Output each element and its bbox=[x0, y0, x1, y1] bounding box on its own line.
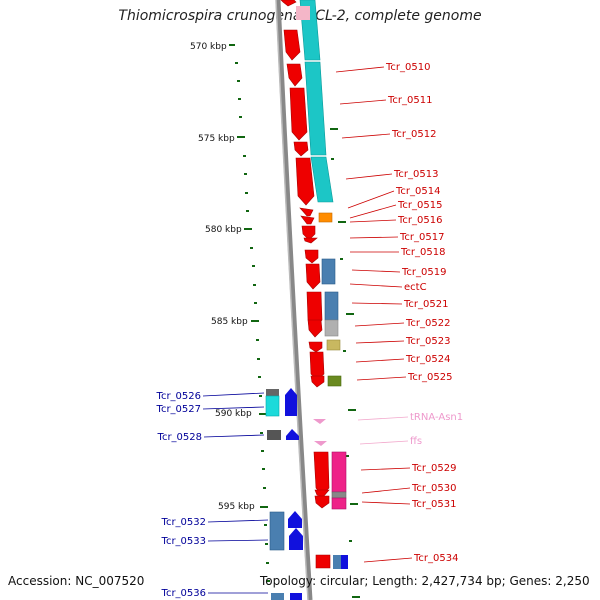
teal-genes bbox=[299, 0, 334, 203]
left-genes bbox=[265, 388, 303, 600]
gene-label[interactable]: Tcr_0521 bbox=[403, 299, 448, 310]
gene-label[interactable]: ectC bbox=[404, 282, 427, 293]
gene-tcr-0534b[interactable] bbox=[341, 555, 348, 569]
gene-label[interactable]: Tcr_0526 bbox=[156, 391, 201, 402]
gene-arrow[interactable] bbox=[315, 554, 331, 569]
gene-tcr-0533b[interactable] bbox=[289, 528, 303, 550]
gene-tcr-0525[interactable] bbox=[327, 375, 342, 387]
gene-label[interactable]: Tcr_0512 bbox=[391, 129, 436, 140]
gene-tcr-0530[interactable] bbox=[331, 491, 347, 499]
gene-arrow[interactable] bbox=[310, 375, 325, 388]
gene-label[interactable]: Tcr_0519 bbox=[401, 267, 446, 278]
gene-label[interactable]: Tcr_0530 bbox=[411, 483, 456, 494]
gene-tcr-0519[interactable] bbox=[321, 258, 336, 285]
gene-arrow[interactable] bbox=[304, 249, 319, 264]
gene-tcr-0534[interactable] bbox=[333, 555, 341, 569]
gene-tcr-0532[interactable] bbox=[269, 511, 285, 551]
gene-arrow[interactable] bbox=[314, 495, 330, 509]
gene-tcr-0532b[interactable] bbox=[288, 511, 302, 528]
gene-label[interactable]: Tcr_0527 bbox=[156, 404, 201, 415]
gene-arrow[interactable] bbox=[308, 341, 323, 353]
red-genes bbox=[280, 0, 331, 569]
genome-summary: Topology: circular; Length: 2,427,734 bp… bbox=[260, 574, 590, 588]
gene-arrow[interactable] bbox=[305, 263, 321, 290]
gene-label[interactable]: Tcr_0513 bbox=[393, 169, 438, 180]
gene-tcr-0536b[interactable] bbox=[290, 593, 302, 600]
gene-label[interactable]: Tcr_0524 bbox=[405, 354, 450, 365]
gene-tcr-0511[interactable] bbox=[304, 61, 327, 156]
right-leaders bbox=[335, 66, 413, 563]
gene-label[interactable]: Tcr_0525 bbox=[407, 372, 452, 383]
lower-right-label-group: Tcr_0529 Tcr_0530 Tcr_0531 Tcr_0534 bbox=[411, 463, 458, 564]
gene-arrow[interactable] bbox=[295, 157, 315, 206]
gene-label[interactable]: Tcr_0510 bbox=[385, 62, 430, 73]
gene-tcr-0531[interactable] bbox=[331, 497, 347, 510]
genome-backbone-highlight bbox=[275, 0, 309, 600]
scale-label: 575 kbp bbox=[198, 134, 235, 144]
rna-label[interactable]: tRNA-Asn1 bbox=[410, 412, 463, 423]
scale-label: 580 kbp bbox=[205, 225, 242, 235]
gene-rna-top bbox=[296, 6, 310, 20]
gene-arrow[interactable] bbox=[300, 215, 315, 225]
scale-label: 590 kbp bbox=[215, 409, 252, 419]
gene-label[interactable]: Tcr_0517 bbox=[399, 232, 444, 243]
gene-tcr-0513[interactable] bbox=[310, 156, 334, 203]
gene-label[interactable]: Tcr_0532 bbox=[161, 517, 206, 528]
gene-label[interactable]: Tcr_0523 bbox=[405, 336, 450, 347]
gene-label[interactable]: Tcr_0536 bbox=[161, 588, 206, 599]
left-leaders bbox=[202, 392, 269, 594]
right-ticks bbox=[330, 128, 360, 598]
gene-arrow[interactable] bbox=[286, 63, 303, 87]
scale-label: 595 kbp bbox=[218, 502, 255, 512]
gene-arrow[interactable] bbox=[289, 87, 308, 141]
gene-tcr-0529[interactable] bbox=[331, 451, 347, 493]
misc-genes bbox=[313, 212, 348, 569]
gene-arrow[interactable] bbox=[313, 451, 330, 496]
gene-arrow[interactable] bbox=[301, 225, 316, 241]
accession-text: Accession: NC_007520 bbox=[8, 574, 145, 588]
gene-arrow[interactable] bbox=[280, 0, 297, 7]
gene-tcr-0528b[interactable] bbox=[286, 429, 299, 440]
gene-tcr-0536[interactable] bbox=[271, 593, 284, 600]
gene-tcr-0528[interactable] bbox=[267, 430, 281, 440]
gene-arrow[interactable] bbox=[307, 319, 323, 338]
scale-ticks bbox=[229, 44, 270, 582]
gene-label[interactable]: Tcr_0518 bbox=[400, 247, 445, 258]
gene-trna-asn1[interactable] bbox=[313, 419, 326, 424]
gene-label[interactable]: Tcr_0522 bbox=[405, 318, 450, 329]
gene-label[interactable]: Tcr_0514 bbox=[395, 186, 440, 197]
gene-label[interactable]: Tcr_0516 bbox=[397, 215, 442, 226]
genome-backbone bbox=[275, 0, 313, 600]
gene-label[interactable]: Tcr_0534 bbox=[413, 553, 458, 564]
gene-label[interactable]: Tcr_0528 bbox=[157, 432, 202, 443]
gene-label[interactable]: Tcr_0511 bbox=[387, 95, 432, 106]
gene-tcr-0523[interactable] bbox=[326, 339, 341, 351]
gene-arrow[interactable] bbox=[283, 29, 301, 61]
gene-tcr-0526[interactable] bbox=[266, 389, 279, 396]
gene-label[interactable]: Tcr_0533 bbox=[161, 536, 206, 547]
gene-arrow[interactable] bbox=[299, 207, 314, 217]
rna-leaders bbox=[357, 416, 409, 445]
gene-arrow[interactable] bbox=[303, 237, 318, 244]
gene-tcr-0516[interactable] bbox=[318, 212, 333, 223]
rna-label-group: tRNA-Asn1 ffs bbox=[410, 412, 463, 447]
gene-label[interactable]: Tcr_0531 bbox=[411, 499, 456, 510]
gene-tcr-0522[interactable] bbox=[324, 319, 339, 337]
gene-tcr-0526b[interactable] bbox=[285, 388, 297, 416]
scale-label: 585 kbp bbox=[211, 317, 248, 327]
gene-tcr-0527[interactable] bbox=[265, 395, 280, 417]
right-label-group: Tcr_0510 Tcr_0511 Tcr_0512 Tcr_0513 Tcr_… bbox=[385, 62, 452, 383]
gene-label[interactable]: Tcr_0529 bbox=[411, 463, 456, 474]
gene-arrow[interactable] bbox=[293, 141, 309, 157]
gene-tcr-0521[interactable] bbox=[324, 291, 339, 321]
gene-label[interactable]: Tcr_0515 bbox=[397, 200, 442, 211]
gene-ffs[interactable] bbox=[314, 441, 327, 446]
rna-label[interactable]: ffs bbox=[410, 436, 422, 447]
scale-label: 570 kbp bbox=[190, 42, 227, 52]
left-label-group: Tcr_0526 Tcr_0527 Tcr_0528 Tcr_0532 Tcr_… bbox=[156, 391, 206, 599]
